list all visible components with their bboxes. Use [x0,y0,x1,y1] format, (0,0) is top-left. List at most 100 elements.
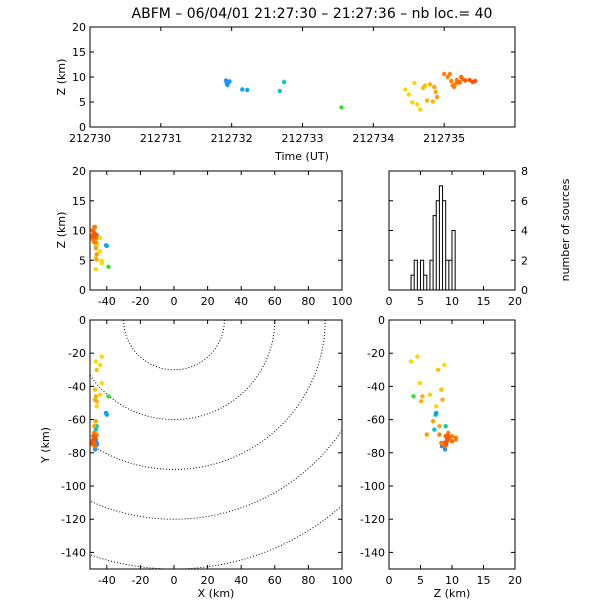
height-y-y-tick-label: -80 [367,447,385,460]
plan-view-x-tick: 40 [234,320,248,587]
time-height-y-ticks: 0 5 10 15 20 [72,21,515,134]
height-y-source-point [434,404,439,409]
height-histogram-x-ticks: 0 5 10 15 20 [386,171,522,308]
plan-view-source-point [99,380,104,386]
height-y-y-tick: -60 [367,414,515,427]
plan-view-x-tick-label: 40 [234,574,248,587]
time-height-source-point [417,107,423,112]
time-height-y-tick: 5 [79,96,515,109]
plan-view-source-point [90,440,95,446]
time-height-source-point [473,78,478,84]
height-y-source-point [433,412,438,417]
height-y-source-point [442,443,448,449]
height-histogram-x-tick-label: 20 [508,295,522,308]
figure-title: ABFM – 06/04/01 21:27:30 – 21:27:36 – nb… [132,6,493,22]
x-height-y-tick: 15 [72,195,342,208]
time-height-source-point [422,83,428,88]
x-height-y-tick: 20 [72,165,342,178]
x-height-x-tick: 0 [171,171,178,308]
height-y-x-tick: 15 [477,320,491,587]
time-height-y-tick: 10 [72,71,515,84]
height-histogram-x-tick-label: 15 [477,295,491,308]
plan-view-source-point [93,419,99,424]
plan-view-source-point [99,354,104,359]
x-height-y-tick: 0 [79,284,342,297]
time-height-x-tick-label: 212735 [423,132,465,145]
height-y-y-tick-label: -20 [367,347,385,360]
height-y-source-point [437,424,442,429]
time-height-source-point [434,94,440,100]
time-height-y-label: Z (km) [55,59,68,96]
height-histogram-x-tick-label: 5 [417,295,424,308]
plan-view-y-tick-label: 0 [79,314,86,327]
height-y-source-point [449,438,455,444]
x-height-source-point [104,243,110,249]
time-height-source-point [403,87,408,92]
height-y-points [408,354,458,452]
time-height-source-point [245,87,250,93]
plan-view-source-point [97,392,103,397]
time-height-y-tick-label: 15 [72,46,86,59]
x-height-source-point [97,249,103,254]
height-y-source-point [443,424,448,429]
height-y-source-point [427,392,433,397]
plan-view-x-tick-label: 80 [301,574,315,587]
height-y-x-tick-label: 5 [417,574,424,587]
time-height-source-point [406,92,411,97]
height-y-x-tick: 5 [417,320,424,587]
plan-view-y-tick-label: -20 [68,347,86,360]
x-height-x-tick-label: 60 [268,295,282,308]
plan-view-points [90,354,111,452]
time-height-points [223,71,478,112]
height-histogram-y-tick-label: 0 [521,284,528,297]
plan-view-y-tick: -100 [61,480,342,493]
time-height-source-point [277,88,283,94]
plan-view-x-tick-label: 100 [332,574,353,587]
height-y-y-tick-label: -60 [367,414,385,427]
plan-view-y-tick: -60 [68,414,342,427]
x-height-points [90,224,111,272]
time-height-y-tick-label: 0 [79,121,86,134]
time-height-frame [89,26,516,128]
height-histogram-x-tick: 0 [386,171,393,308]
height-y-source-point [418,399,424,404]
x-height-y-label: Z (km) [55,212,68,249]
time-height-x-tick: 212731 [140,27,182,145]
height-y-source-point [444,437,450,442]
height-y-source-point [446,434,451,439]
plan-view-source-point [97,362,103,368]
height-y-y-tick: -40 [367,380,515,393]
height-y-x-tick: 20 [508,320,522,587]
plan-view-source-point [104,412,110,417]
x-height-y-ticks: 0 5 10 15 20 [72,165,342,297]
x-height-panel: -40 -20 0 20 40 60 80 100 0 5 10 15 20 Z (km) [55,165,353,308]
plan-view-source-point [94,399,99,404]
plan-view-x-label: X (km) [198,587,235,600]
height-y-source-point [439,387,444,392]
x-height-x-tick: -20 [131,171,149,308]
time-height-x-tick: 212735 [423,27,465,145]
height-y-y-ticks: -140 -120 -100 -80 -60 -40 -20 0 [360,314,515,559]
time-height-y-tick-label: 10 [72,71,86,84]
height-y-panel: 0 5 10 15 20 -140 -120 -100 -80 -60 -40 -20 0 Z (km… [360,314,522,600]
plan-view-x-ticks: -40 -20 0 20 40 60 80 100 [98,320,353,587]
time-height-source-point [457,80,462,85]
height-y-source-point [440,397,445,402]
height-histogram-x-tick: 20 [508,171,522,308]
time-height-x-tick: 212730 [69,27,111,145]
time-height-source-point [449,78,454,84]
height-histogram-x-tick-label: 0 [386,295,393,308]
plan-view-source-point [92,434,98,439]
height-y-source-point [443,440,448,446]
time-height-x-tick-label: 212731 [140,132,182,145]
height-y-source-point [417,380,423,386]
height-y-y-tick: -80 [367,447,515,460]
x-height-source-point [106,264,111,269]
height-y-y-tick: 0 [378,314,515,327]
height-y-source-point [415,354,420,359]
time-height-source-point [412,80,417,86]
time-height-x-tick: 212734 [352,27,394,145]
time-height-source-point [410,100,415,105]
time-height-source-point [281,79,287,85]
height-y-source-point [442,447,448,452]
